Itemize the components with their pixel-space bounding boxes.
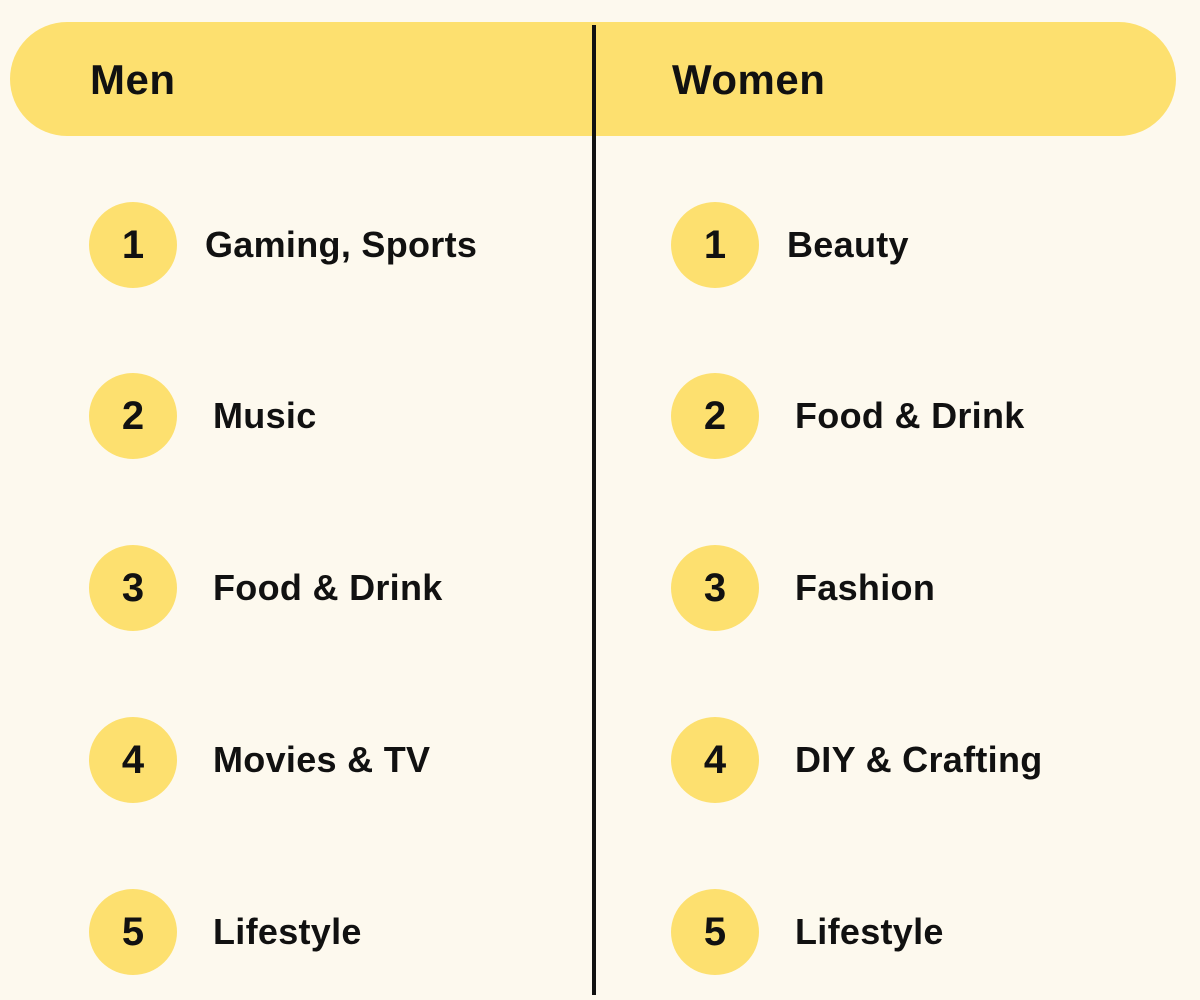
- item-label: Food & Drink: [795, 395, 1025, 436]
- column-divider: [592, 25, 596, 995]
- item-label: Music: [213, 395, 317, 436]
- rank-badge: 4: [89, 717, 177, 803]
- men-list-item: 1 Gaming, Sports: [89, 202, 477, 288]
- item-label: Beauty: [787, 224, 909, 265]
- item-label: Lifestyle: [213, 911, 362, 952]
- rank-badge: 1: [671, 202, 759, 288]
- column-title-men: Men: [90, 56, 176, 103]
- women-list-item: 1 Beauty: [671, 202, 909, 288]
- rank-badge: 3: [671, 545, 759, 631]
- rank-badge: 3: [89, 545, 177, 631]
- item-label: Food & Drink: [213, 567, 443, 608]
- item-label: Lifestyle: [795, 911, 944, 952]
- column-title-women: Women: [672, 56, 826, 103]
- women-list-item: 4 DIY & Crafting: [671, 717, 1043, 803]
- men-list-item: 2 Music: [89, 373, 317, 459]
- rank-badge: 2: [671, 373, 759, 459]
- item-label: DIY & Crafting: [795, 739, 1043, 780]
- women-list-item: 3 Fashion: [671, 545, 935, 631]
- rank-badge: 2: [89, 373, 177, 459]
- women-list-item: 2 Food & Drink: [671, 373, 1025, 459]
- men-list-item: 3 Food & Drink: [89, 545, 443, 631]
- rank-badge: 4: [671, 717, 759, 803]
- men-list-item: 5 Lifestyle: [89, 889, 362, 975]
- item-label: Fashion: [795, 567, 936, 608]
- item-label: Gaming, Sports: [205, 224, 478, 265]
- rank-badge: 1: [89, 202, 177, 288]
- men-list-item: 4 Movies & TV: [89, 717, 430, 803]
- item-label: Movies & TV: [213, 739, 431, 780]
- women-list-item: 5 Lifestyle: [671, 889, 944, 975]
- rank-badge: 5: [671, 889, 759, 975]
- rank-badge: 5: [89, 889, 177, 975]
